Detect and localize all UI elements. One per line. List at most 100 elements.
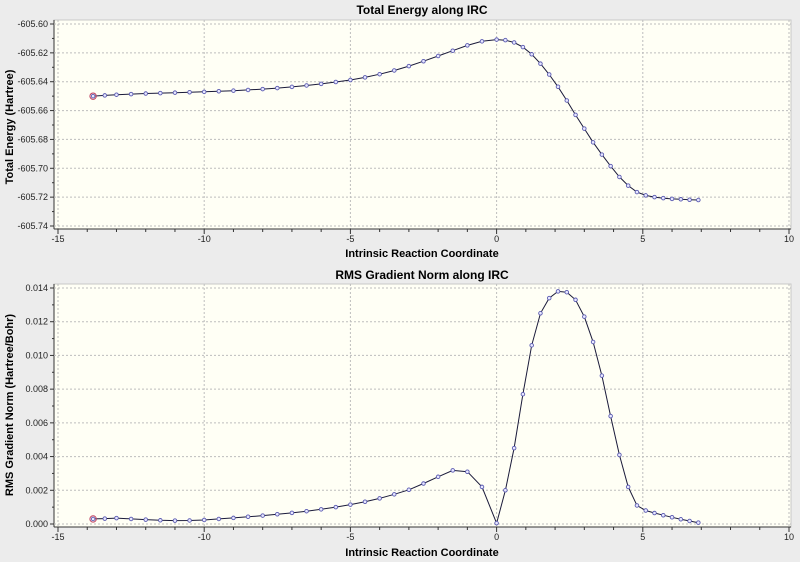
data-point <box>377 71 382 77</box>
data-point <box>625 484 631 490</box>
data-point <box>634 189 640 195</box>
data-point <box>435 474 441 480</box>
data-point <box>289 84 295 90</box>
data-point <box>538 61 543 66</box>
data-point <box>362 75 368 80</box>
data-point <box>102 516 108 521</box>
data-point <box>362 499 368 504</box>
data-point <box>608 163 613 169</box>
data-point <box>90 516 96 522</box>
data-point <box>494 37 499 42</box>
data-point <box>348 77 353 83</box>
data-point <box>245 514 251 520</box>
data-point <box>643 193 648 198</box>
data-point <box>511 40 517 45</box>
y-tick-label: -605.66 <box>17 106 48 116</box>
plot-area <box>53 19 792 230</box>
x-tick-label: -10 <box>198 234 211 244</box>
x-tick-label: -15 <box>51 234 64 244</box>
data-point <box>201 517 207 523</box>
data-point <box>590 140 596 145</box>
data-point <box>687 518 692 524</box>
data-point <box>172 518 178 523</box>
data-point <box>546 295 552 301</box>
data-point <box>582 126 587 131</box>
data-point <box>392 68 397 73</box>
data-point <box>260 513 265 518</box>
y-tick-label: -605.62 <box>17 48 48 58</box>
data-point <box>608 413 613 419</box>
data-point <box>617 452 622 458</box>
data-point <box>617 174 622 180</box>
x-tick-label: -15 <box>51 532 64 542</box>
data-point <box>555 289 561 294</box>
data-point <box>318 507 324 512</box>
data-point <box>529 343 534 348</box>
data-point <box>479 39 485 44</box>
data-point <box>479 484 485 490</box>
data-point <box>661 512 666 518</box>
data-point <box>172 90 178 95</box>
data-point <box>450 48 455 53</box>
y-tick-label: -605.60 <box>17 19 48 29</box>
data-point <box>529 52 534 57</box>
x-tick-label: -5 <box>346 234 354 244</box>
data-point <box>275 85 280 91</box>
data-point <box>304 508 309 514</box>
data-point <box>114 515 119 521</box>
data-point <box>143 91 148 96</box>
data-point <box>564 98 570 103</box>
data-point <box>158 90 163 96</box>
x-tick-label: 10 <box>784 234 794 244</box>
y-tick-label: 0.010 <box>25 350 48 360</box>
data-point <box>669 196 675 202</box>
y-tick-label: 0.002 <box>25 485 48 495</box>
data-point <box>187 518 192 523</box>
data-point <box>678 197 684 202</box>
data-point <box>599 373 605 378</box>
data-point <box>590 339 596 345</box>
data-point <box>392 492 397 497</box>
data-point <box>102 93 108 98</box>
data-point <box>643 508 648 513</box>
data-point <box>678 517 684 522</box>
x-axis-label: Intrinsic Reaction Coordinate <box>345 248 498 260</box>
data-point <box>625 183 631 188</box>
data-point <box>511 445 517 451</box>
data-point <box>652 510 657 516</box>
data-point <box>421 481 426 486</box>
data-point <box>538 311 543 316</box>
data-point <box>435 53 441 59</box>
y-tick-label: 0.008 <box>25 384 48 394</box>
y-tick-label: -605.72 <box>17 192 48 202</box>
plot-area <box>53 283 792 528</box>
data-point <box>652 194 657 200</box>
data-point <box>275 511 280 517</box>
data-point <box>231 515 236 521</box>
x-tick-label: 0 <box>494 532 499 542</box>
chart-title: RMS Gradient Norm along IRC <box>335 268 509 282</box>
data-point <box>696 197 701 203</box>
x-axis-label: Intrinsic Reaction Coordinate <box>345 547 498 559</box>
data-point <box>318 81 324 87</box>
data-point <box>503 37 508 43</box>
y-tick-label: -605.64 <box>17 77 48 87</box>
chart-title: Total Energy along IRC <box>356 3 487 17</box>
data-point <box>406 63 412 69</box>
y-tick-label: 0.006 <box>25 418 48 428</box>
y-tick-label: -605.74 <box>17 221 48 231</box>
data-point <box>661 195 666 201</box>
data-point <box>520 44 526 50</box>
y-tick-label: 0.014 <box>25 283 48 293</box>
data-point <box>546 72 552 77</box>
data-point <box>201 89 207 95</box>
y-tick-label: -605.70 <box>17 163 48 173</box>
series-line <box>93 39 699 201</box>
data-point <box>520 391 526 397</box>
data-point <box>555 84 561 90</box>
data-point <box>421 58 426 64</box>
data-point <box>333 504 339 510</box>
data-point <box>348 502 353 507</box>
data-point <box>128 516 134 522</box>
x-tick-label: 0 <box>494 234 499 244</box>
